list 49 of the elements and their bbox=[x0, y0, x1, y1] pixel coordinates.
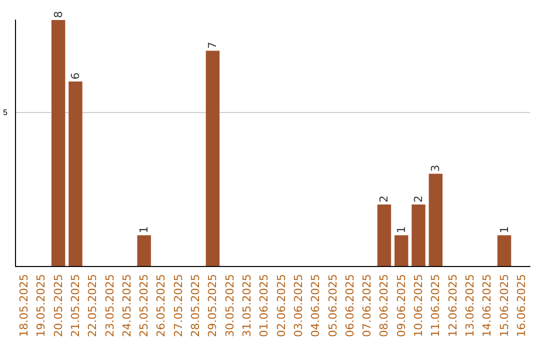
data-label: 2 bbox=[378, 196, 391, 203]
x-tick-label: 08.06.2025 bbox=[378, 274, 391, 338]
x-tick-label: 01.06.2025 bbox=[258, 274, 271, 338]
data-label: 1 bbox=[394, 226, 408, 234]
x-tick-label: 18.05.2025 bbox=[18, 274, 31, 338]
bar bbox=[68, 82, 82, 266]
y-tick-label: 5 bbox=[2, 108, 8, 117]
x-tick-label: 10.06.2025 bbox=[412, 274, 426, 338]
x-tick-label: 04.06.2025 bbox=[309, 274, 322, 338]
data-label: 6 bbox=[68, 72, 82, 80]
x-tick-label: 31.05.2025 bbox=[240, 274, 254, 338]
bar bbox=[206, 50, 220, 266]
data-label: 1 bbox=[138, 226, 151, 234]
x-tick-label: 15.06.2025 bbox=[498, 274, 511, 338]
bar bbox=[428, 174, 443, 266]
x-tick-label: 29.05.2025 bbox=[206, 274, 220, 338]
x-tick-label: 07.06.2025 bbox=[360, 274, 374, 338]
x-tick-label: 22.05.2025 bbox=[86, 274, 100, 338]
x-tick-label: 03.06.2025 bbox=[292, 274, 305, 338]
x-tick-label: 26.05.2025 bbox=[154, 274, 168, 338]
data-label: 7 bbox=[206, 42, 220, 49]
x-tick-label: 05.06.2025 bbox=[326, 274, 340, 338]
x-tick-label: 06.06.2025 bbox=[343, 274, 356, 338]
x-tick-label: 21.05.2025 bbox=[68, 274, 82, 338]
data-label: 3 bbox=[429, 164, 442, 172]
x-tick-label: 11.06.2025 bbox=[429, 274, 442, 338]
x-tick-label: 09.06.2025 bbox=[394, 274, 408, 338]
x-tick-label: 14.06.2025 bbox=[480, 274, 494, 338]
x-tick-label: 02.06.2025 bbox=[274, 274, 288, 338]
data-label: 1 bbox=[498, 226, 511, 234]
bar bbox=[377, 204, 392, 266]
x-tick-label: 25.05.2025 bbox=[138, 274, 151, 338]
x-tick-label: 12.06.2025 bbox=[446, 274, 460, 338]
bar bbox=[51, 20, 66, 266]
x-tick-label: 24.05.2025 bbox=[120, 274, 134, 338]
data-label: 8 bbox=[52, 11, 65, 18]
x-tick-label: 27.05.2025 bbox=[172, 274, 185, 338]
x-tick-label: 19.05.2025 bbox=[34, 274, 48, 338]
x-tick-label: 20.05.2025 bbox=[52, 274, 65, 338]
bar bbox=[137, 235, 151, 266]
bar bbox=[497, 235, 512, 266]
bar bbox=[394, 235, 408, 266]
x-tick-label: 30.05.2025 bbox=[223, 274, 236, 338]
x-tick-label: 28.05.2025 bbox=[189, 274, 202, 338]
bar bbox=[412, 204, 426, 266]
x-tick-label: 13.06.2025 bbox=[463, 274, 476, 338]
data-label: 2 bbox=[412, 196, 426, 203]
x-tick-label: 16.06.2025 bbox=[514, 274, 528, 338]
x-tick-label: 23.05.2025 bbox=[103, 274, 116, 338]
